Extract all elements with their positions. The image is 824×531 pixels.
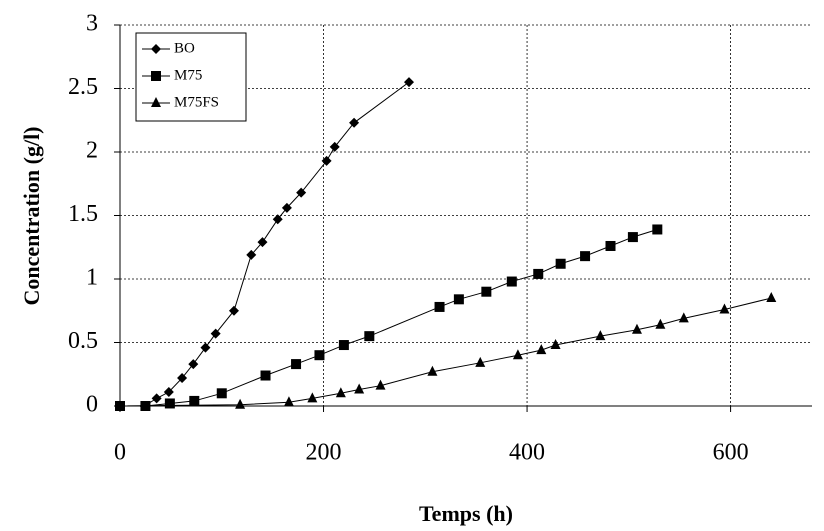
legend-label: M75 [174,67,202,83]
marker [216,388,227,399]
marker [260,370,271,381]
marker [272,214,283,225]
marker [151,393,162,404]
marker [533,268,544,279]
x-axis-label: Temps (h) [419,501,513,526]
marker [228,305,239,316]
marker [296,187,307,198]
marker [115,400,125,410]
marker [719,303,730,314]
marker [200,342,211,353]
marker [627,232,638,243]
y-axis-label: Concentration (g/l) [19,126,44,305]
y-tick-label: 2 [86,138,98,164]
y-tick-label: 0.5 [68,328,98,354]
marker [652,224,663,235]
marker [235,398,246,409]
marker [177,373,188,384]
marker [595,330,606,341]
y-tick-label: 1 [86,265,98,291]
marker [475,356,486,367]
marker [481,286,492,297]
y-tick-label: 1.5 [68,201,98,227]
marker [338,340,349,351]
marker [329,141,340,152]
marker [375,379,386,390]
marker [281,202,292,213]
x-tick-label: 0 [114,440,126,466]
marker [536,344,547,355]
marker [283,396,294,407]
x-tick-label: 400 [509,440,545,466]
marker [189,395,200,406]
x-tick-label: 200 [306,440,342,466]
marker [314,350,325,361]
marker [555,258,566,269]
marker [766,292,777,303]
marker [655,318,666,329]
marker [291,359,302,370]
legend-marker [151,71,161,81]
marker [605,240,616,251]
marker [453,294,464,305]
marker [163,387,174,398]
marker [506,276,517,287]
marker [427,365,438,376]
marker [631,323,642,334]
y-tick-label: 0 [86,392,98,418]
marker [307,392,318,403]
marker [404,77,415,88]
marker [246,249,257,260]
marker [257,237,268,248]
series-line [119,297,772,407]
marker [580,251,591,262]
marker [164,398,175,409]
series-line [120,228,658,407]
y-tick-label: 3 [86,11,98,37]
legend-label: M75FS [174,94,219,110]
legend-label: BO [174,40,195,56]
marker [550,339,561,350]
marker [678,312,689,323]
marker [349,117,360,128]
legend-marker [151,44,161,54]
marker [321,155,332,166]
marker [364,331,375,342]
marker [354,383,365,394]
marker [188,359,199,370]
x-tick-label: 600 [713,440,749,466]
marker [434,301,445,312]
legend-marker [151,97,161,107]
marker [335,387,346,398]
y-tick-label: 2.5 [68,74,98,100]
marker [210,328,221,339]
marker [512,349,523,360]
